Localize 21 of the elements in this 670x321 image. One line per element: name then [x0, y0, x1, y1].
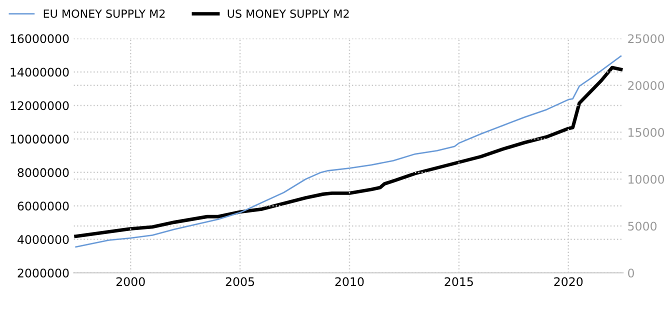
x-tick-label: 2020: [554, 277, 583, 286]
y-tick-label: 6000000: [18, 202, 69, 211]
y2-tick-label: 15000: [628, 128, 664, 137]
y2-tick-label: 5000: [628, 222, 657, 231]
y2-tick-label: 25000: [628, 34, 664, 44]
y2-tick-label: 10000: [628, 174, 664, 184]
y-tick-label: 14000000: [10, 68, 69, 77]
y-tick-label: 2000000: [18, 268, 69, 278]
x-tick-label: 2010: [335, 277, 364, 286]
x-tick-label: 2005: [226, 277, 254, 286]
x-tick-label: 2000: [116, 277, 145, 286]
y-tick-label: 12000000: [10, 101, 69, 110]
y2-tick-label: 20000: [628, 81, 664, 90]
y-tick-label: 10000000: [10, 134, 69, 144]
y-tick-label: 8000000: [18, 168, 69, 178]
y2-tick-label: 0: [628, 268, 634, 278]
y-tick-label: 4000000: [18, 235, 69, 244]
x-tick-label: 2015: [444, 277, 473, 286]
legend-label: US MONEY SUPPLY M2: [228, 9, 349, 18]
y-tick-label: 16000000: [10, 34, 69, 44]
legend-label: EU MONEY SUPPLY M2: [44, 9, 165, 18]
